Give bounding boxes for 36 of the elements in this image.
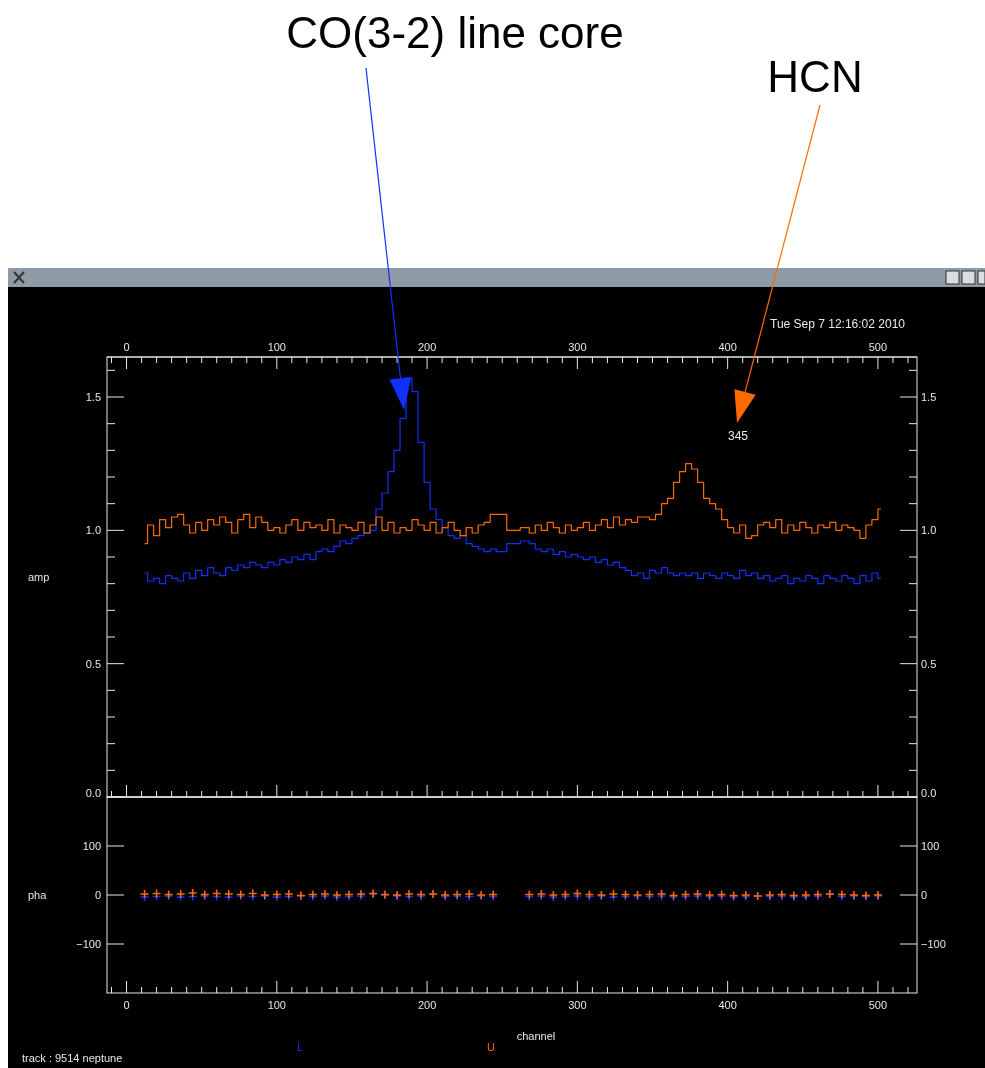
y2-tick-label: 1.5 xyxy=(921,391,937,403)
y-axis-title: pha xyxy=(28,889,48,901)
x-tick-label: 0 xyxy=(123,999,130,1011)
x-tick-label: 400 xyxy=(718,999,737,1011)
y-tick-label: 0.5 xyxy=(85,657,101,670)
y-tick-label: 100 xyxy=(82,840,101,852)
y2-tick-label: 0.0 xyxy=(921,787,937,799)
text: U xyxy=(487,1041,495,1053)
text: track : 9514 neptune xyxy=(22,1052,123,1064)
y-tick-label: 1.5 xyxy=(85,391,101,403)
y-tick-label: 0.0 xyxy=(85,787,101,799)
x-tick-label: 200 xyxy=(417,341,437,353)
y-tick-label: −100 xyxy=(76,938,101,950)
y-tick-label: 1.0 xyxy=(85,524,101,537)
x-tick-label: 300 xyxy=(568,341,587,353)
text: L xyxy=(297,1041,304,1053)
x-tick-label: 400 xyxy=(718,341,737,353)
x-tick-label: 0 xyxy=(123,341,130,353)
y-axis-title: amp xyxy=(28,571,50,583)
text: Tue Sep 7 12:16:02 2010 xyxy=(770,317,906,331)
y2-tick-label: 100 xyxy=(921,840,940,852)
y-tick-label: 0 xyxy=(94,889,101,901)
y2-tick-label: 0.5 xyxy=(921,657,937,670)
y2-tick-label: −100 xyxy=(921,938,946,950)
annotation: 345 xyxy=(727,429,749,443)
x-tick-label: 100 xyxy=(267,341,286,353)
y2-tick-label: 0 xyxy=(921,889,928,901)
x-tick-label: 500 xyxy=(868,341,888,353)
x-tick-label: 500 xyxy=(868,999,888,1011)
x-axis-title: channel xyxy=(516,1030,556,1042)
text: HCN xyxy=(767,52,863,101)
x-tick-label: 300 xyxy=(568,999,587,1011)
x-tick-label: 100 xyxy=(267,999,286,1011)
y2-tick-label: 1.0 xyxy=(921,524,937,537)
text: CO(3-2) line core xyxy=(286,8,624,57)
x-tick-label: 200 xyxy=(417,999,437,1011)
